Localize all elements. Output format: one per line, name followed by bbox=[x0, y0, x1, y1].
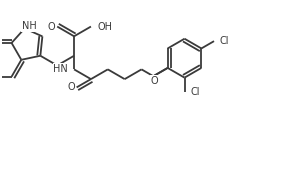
Text: NH: NH bbox=[22, 20, 37, 31]
Text: HN: HN bbox=[53, 64, 68, 74]
Text: Cl: Cl bbox=[220, 36, 229, 46]
Text: O: O bbox=[48, 22, 55, 32]
Text: O: O bbox=[67, 82, 75, 92]
Text: O: O bbox=[150, 76, 158, 86]
Text: OH: OH bbox=[98, 22, 113, 32]
Text: Cl: Cl bbox=[190, 87, 200, 97]
